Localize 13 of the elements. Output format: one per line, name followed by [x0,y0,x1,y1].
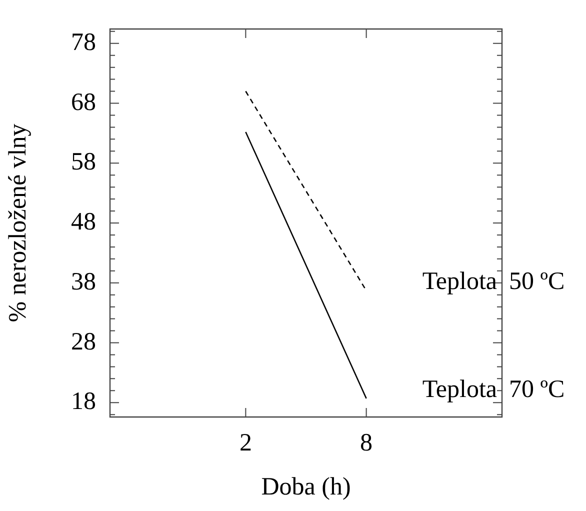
y-tick-label: 78 [71,28,96,56]
y-axis-title: % nerozložené vlny [4,123,32,322]
y-tick-label: 38 [71,268,96,296]
y-tick-label: 68 [71,88,96,116]
y-tick-label: 58 [71,148,96,176]
text: Teplota 50 ºC [422,268,565,296]
x-tick-label: 2 [239,430,252,457]
text: Teplota 70 ºC [422,376,565,403]
y-tick-label: 28 [71,328,96,356]
x-tick-label: 8 [360,430,373,457]
x-axis-title: Doba (h) [261,474,351,501]
y-tick-label: 48 [71,208,96,236]
y-tick-label: 18 [71,388,96,416]
